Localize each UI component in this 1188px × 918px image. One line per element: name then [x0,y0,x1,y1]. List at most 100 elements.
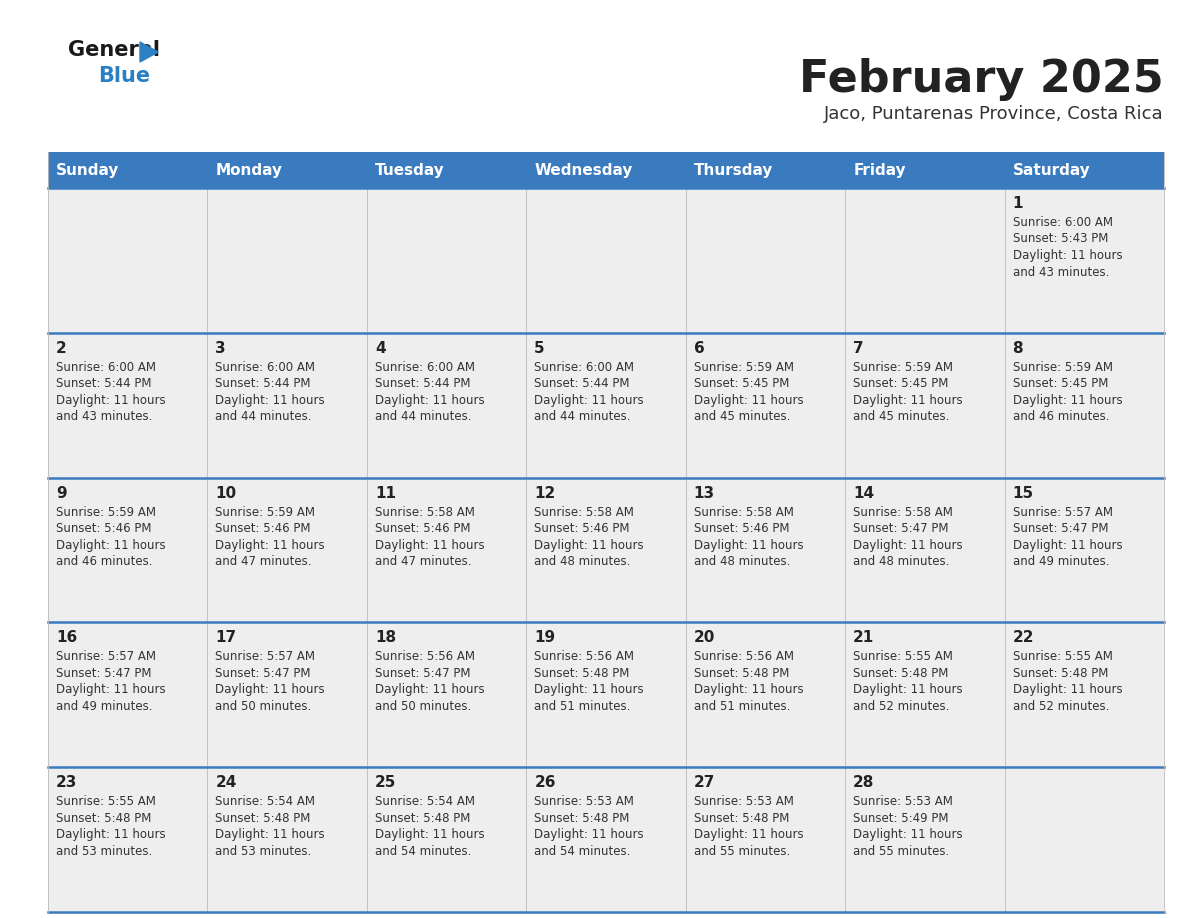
Text: 17: 17 [215,631,236,645]
Text: Sunset: 5:47 PM: Sunset: 5:47 PM [375,666,470,680]
Text: Sunrise: 5:53 AM: Sunrise: 5:53 AM [535,795,634,808]
Text: 18: 18 [375,631,396,645]
Text: General: General [68,40,160,60]
Text: Sunrise: 6:00 AM: Sunrise: 6:00 AM [535,361,634,374]
Text: and 48 minutes.: and 48 minutes. [535,555,631,568]
Text: Monday: Monday [215,162,283,177]
Text: and 49 minutes.: and 49 minutes. [56,700,152,713]
Text: Sunset: 5:46 PM: Sunset: 5:46 PM [215,522,311,535]
Text: Tuesday: Tuesday [375,162,444,177]
Text: Sunrise: 5:57 AM: Sunrise: 5:57 AM [215,650,316,664]
Text: and 49 minutes.: and 49 minutes. [1012,555,1110,568]
Text: Daylight: 11 hours: Daylight: 11 hours [853,828,962,841]
Text: and 43 minutes.: and 43 minutes. [56,410,152,423]
Text: Sunset: 5:48 PM: Sunset: 5:48 PM [375,812,470,824]
Text: 24: 24 [215,775,236,790]
Text: Saturday: Saturday [1012,162,1091,177]
Text: Sunrise: 5:58 AM: Sunrise: 5:58 AM [375,506,475,519]
Text: 13: 13 [694,486,715,500]
Text: Sunset: 5:44 PM: Sunset: 5:44 PM [535,377,630,390]
Text: 27: 27 [694,775,715,790]
Text: and 55 minutes.: and 55 minutes. [853,845,949,857]
Text: Daylight: 11 hours: Daylight: 11 hours [375,394,485,407]
Text: Daylight: 11 hours: Daylight: 11 hours [56,539,165,552]
Text: Daylight: 11 hours: Daylight: 11 hours [1012,249,1123,262]
Text: Sunrise: 5:57 AM: Sunrise: 5:57 AM [1012,506,1113,519]
Text: 28: 28 [853,775,874,790]
Text: 10: 10 [215,486,236,500]
Text: and 44 minutes.: and 44 minutes. [535,410,631,423]
Text: and 50 minutes.: and 50 minutes. [215,700,311,713]
Text: Sunrise: 5:59 AM: Sunrise: 5:59 AM [853,361,953,374]
Text: Sunrise: 5:55 AM: Sunrise: 5:55 AM [853,650,953,664]
Text: Friday: Friday [853,162,905,177]
Text: Sunset: 5:47 PM: Sunset: 5:47 PM [1012,522,1108,535]
Text: Sunrise: 6:00 AM: Sunrise: 6:00 AM [215,361,316,374]
Text: 5: 5 [535,341,545,356]
Text: 4: 4 [375,341,385,356]
Text: and 48 minutes.: and 48 minutes. [694,555,790,568]
Text: Sunset: 5:48 PM: Sunset: 5:48 PM [694,666,789,680]
Text: and 52 minutes.: and 52 minutes. [853,700,949,713]
Text: Daylight: 11 hours: Daylight: 11 hours [1012,683,1123,697]
Text: Sunset: 5:48 PM: Sunset: 5:48 PM [1012,666,1108,680]
Text: and 46 minutes.: and 46 minutes. [1012,410,1110,423]
Text: Jaco, Puntarenas Province, Costa Rica: Jaco, Puntarenas Province, Costa Rica [824,105,1164,123]
Text: Sunset: 5:48 PM: Sunset: 5:48 PM [215,812,311,824]
Text: Sunset: 5:45 PM: Sunset: 5:45 PM [853,377,948,390]
Text: Sunset: 5:47 PM: Sunset: 5:47 PM [853,522,949,535]
Text: Sunset: 5:49 PM: Sunset: 5:49 PM [853,812,949,824]
Text: Daylight: 11 hours: Daylight: 11 hours [694,539,803,552]
Text: Daylight: 11 hours: Daylight: 11 hours [853,683,962,697]
Text: 11: 11 [375,486,396,500]
Bar [48,477,1164,622]
Text: Sunrise: 6:00 AM: Sunrise: 6:00 AM [375,361,475,374]
Bar [48,333,1164,477]
Text: Daylight: 11 hours: Daylight: 11 hours [694,394,803,407]
Text: Daylight: 11 hours: Daylight: 11 hours [56,683,165,697]
Text: and 51 minutes.: and 51 minutes. [535,700,631,713]
Text: Daylight: 11 hours: Daylight: 11 hours [1012,539,1123,552]
Text: and 51 minutes.: and 51 minutes. [694,700,790,713]
Text: Sunset: 5:46 PM: Sunset: 5:46 PM [56,522,152,535]
Text: Sunset: 5:44 PM: Sunset: 5:44 PM [215,377,311,390]
Text: 3: 3 [215,341,226,356]
Text: Sunrise: 6:00 AM: Sunrise: 6:00 AM [1012,216,1113,229]
Text: and 47 minutes.: and 47 minutes. [375,555,472,568]
Text: 22: 22 [1012,631,1034,645]
Text: Sunset: 5:43 PM: Sunset: 5:43 PM [1012,232,1108,245]
Text: 20: 20 [694,631,715,645]
Text: and 55 minutes.: and 55 minutes. [694,845,790,857]
Bar [48,622,1164,767]
Text: 12: 12 [535,486,556,500]
Text: and 53 minutes.: and 53 minutes. [215,845,311,857]
Text: Sunrise: 5:57 AM: Sunrise: 5:57 AM [56,650,156,664]
Text: Sunset: 5:48 PM: Sunset: 5:48 PM [694,812,789,824]
Bar [48,767,1164,912]
Text: Sunset: 5:48 PM: Sunset: 5:48 PM [56,812,151,824]
Text: Daylight: 11 hours: Daylight: 11 hours [375,539,485,552]
Text: Daylight: 11 hours: Daylight: 11 hours [535,683,644,697]
Text: Sunrise: 5:58 AM: Sunrise: 5:58 AM [694,506,794,519]
Text: Sunset: 5:48 PM: Sunset: 5:48 PM [535,812,630,824]
Text: Daylight: 11 hours: Daylight: 11 hours [375,683,485,697]
Text: 25: 25 [375,775,397,790]
Text: Daylight: 11 hours: Daylight: 11 hours [215,539,326,552]
Text: Sunset: 5:48 PM: Sunset: 5:48 PM [853,666,948,680]
Text: 15: 15 [1012,486,1034,500]
Text: and 54 minutes.: and 54 minutes. [375,845,472,857]
Text: Daylight: 11 hours: Daylight: 11 hours [853,394,962,407]
Text: Daylight: 11 hours: Daylight: 11 hours [694,828,803,841]
Text: and 53 minutes.: and 53 minutes. [56,845,152,857]
Text: 26: 26 [535,775,556,790]
Text: Sunrise: 6:00 AM: Sunrise: 6:00 AM [56,361,156,374]
Text: Sunday: Sunday [56,162,119,177]
Text: Blue: Blue [97,66,150,86]
Text: February 2025: February 2025 [800,58,1164,101]
Text: 23: 23 [56,775,77,790]
Text: Daylight: 11 hours: Daylight: 11 hours [56,394,165,407]
Text: Sunrise: 5:59 AM: Sunrise: 5:59 AM [56,506,156,519]
Text: Sunrise: 5:59 AM: Sunrise: 5:59 AM [215,506,316,519]
Text: Daylight: 11 hours: Daylight: 11 hours [56,828,165,841]
Text: 2: 2 [56,341,67,356]
